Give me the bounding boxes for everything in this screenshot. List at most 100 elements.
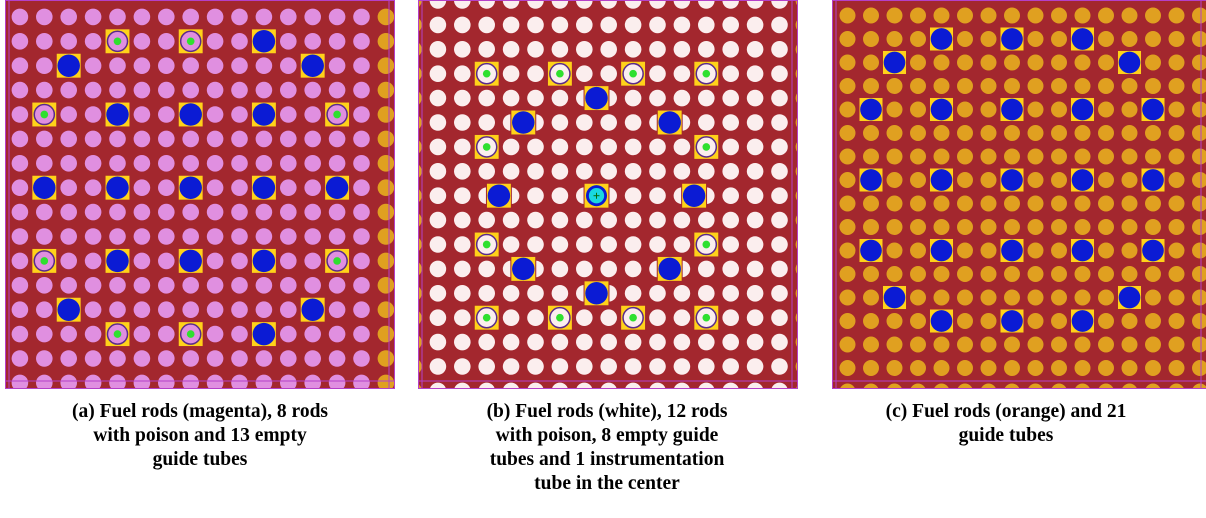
fuel-rod <box>1168 101 1185 118</box>
fuel-rod <box>771 285 788 302</box>
fuel-rod <box>863 195 879 212</box>
fuel-rod <box>206 301 224 318</box>
fuel-rod <box>1004 266 1020 282</box>
fuel-rod <box>624 260 642 278</box>
fuel-rod <box>886 101 903 118</box>
fuel-rod <box>1168 78 1185 94</box>
fuel-rod <box>60 252 77 270</box>
fuel-rod <box>957 31 973 47</box>
poison-rod <box>556 69 564 78</box>
fuel-rod <box>182 350 199 367</box>
fuel-rod <box>454 65 471 82</box>
poison-rod <box>482 313 491 322</box>
fuel-rod <box>1051 54 1067 71</box>
fuel-rod <box>304 203 321 221</box>
fuel-rod <box>527 41 544 58</box>
fuel-rod <box>673 16 691 34</box>
fuel-rod <box>280 203 297 221</box>
fuel-rod <box>1145 78 1161 94</box>
fuel-rod <box>60 155 77 172</box>
fuel-rod <box>109 81 126 99</box>
fuel-rod <box>1051 266 1067 282</box>
fuel-rod <box>649 187 666 204</box>
fuel-rod <box>771 211 788 229</box>
fuel-rod <box>304 8 321 26</box>
fuel-rod <box>280 106 297 123</box>
fuel-rod <box>158 155 175 172</box>
fuel-rod <box>304 179 321 196</box>
assembly-b-image <box>418 0 798 389</box>
fuel-rod <box>1074 7 1091 24</box>
fuel-rod <box>1027 360 1044 376</box>
fuel-rod <box>1168 360 1185 376</box>
fuel-rod <box>649 211 666 229</box>
fuel-rod <box>1027 172 1044 188</box>
fuel-rod <box>839 54 856 71</box>
fuel-rod <box>454 187 471 204</box>
fuel-rod <box>886 266 903 282</box>
empty-guide-tube <box>487 184 511 207</box>
fuel-rod <box>576 16 593 34</box>
fuel-rod <box>839 195 856 212</box>
fuel-rod <box>980 242 997 259</box>
fuel-rod <box>1121 360 1138 376</box>
empty-guide-tube <box>930 310 953 332</box>
fuel-rod <box>624 187 642 204</box>
fuel-rod <box>698 358 715 375</box>
fuel-rod <box>1051 125 1067 141</box>
fuel-rod <box>377 252 395 270</box>
fuel-rod <box>429 41 447 58</box>
fuel-rod <box>1192 313 1206 329</box>
fuel-rod <box>478 333 495 351</box>
fuel-rod <box>600 65 617 82</box>
fuel-rod <box>133 277 151 294</box>
fuel-rod <box>353 252 370 270</box>
empty-guide-tube <box>682 184 706 207</box>
fuel-rod <box>206 228 224 245</box>
fuel-rod <box>673 285 691 302</box>
fuel-rod <box>206 155 224 172</box>
fuel-rod <box>1192 31 1206 47</box>
fuel-rod <box>933 125 950 141</box>
fuel-rod <box>280 81 297 99</box>
fuel-rod <box>771 382 788 389</box>
fuel-rod <box>255 81 273 99</box>
fuel-rod <box>206 130 224 148</box>
fuel-rod <box>1027 219 1044 235</box>
fuel-rod <box>478 382 495 389</box>
fuel-rod <box>551 358 569 375</box>
fuel-rod <box>1051 7 1067 24</box>
fuel-rod <box>1027 7 1044 24</box>
fuel-rod <box>957 195 973 212</box>
fuel-rod <box>11 155 29 172</box>
fuel-rod <box>722 89 739 107</box>
fuel-rod <box>231 374 248 389</box>
fuel-rod <box>1098 242 1114 259</box>
fuel-rod <box>280 57 297 74</box>
fuel-rod <box>429 236 447 253</box>
fuel-rod <box>839 289 856 306</box>
fuel-rod <box>231 350 248 367</box>
empty-guide-tube <box>1142 239 1164 262</box>
fuel-rod <box>863 336 879 353</box>
fuel-rod <box>255 203 273 221</box>
fuel-rod <box>11 81 29 99</box>
fuel-rod <box>377 203 395 221</box>
fuel-rod <box>933 219 950 235</box>
fuel-rod <box>746 41 764 58</box>
fuel-rod <box>957 336 973 353</box>
fuel-rod <box>839 383 856 389</box>
fuel-rod <box>1051 195 1067 212</box>
fuel-rod <box>527 382 544 389</box>
fuel-rod <box>863 78 879 94</box>
fuel-rod <box>280 252 297 270</box>
fuel-rod <box>624 0 642 9</box>
poison-rod <box>113 330 122 338</box>
fuel-rod <box>454 309 471 326</box>
fuel-rod <box>576 236 593 253</box>
empty-guide-tube <box>1071 239 1094 262</box>
fuel-rod <box>1051 383 1067 389</box>
fuel-rod <box>353 374 370 389</box>
fuel-rod <box>182 301 199 318</box>
fuel-rod <box>11 301 29 318</box>
